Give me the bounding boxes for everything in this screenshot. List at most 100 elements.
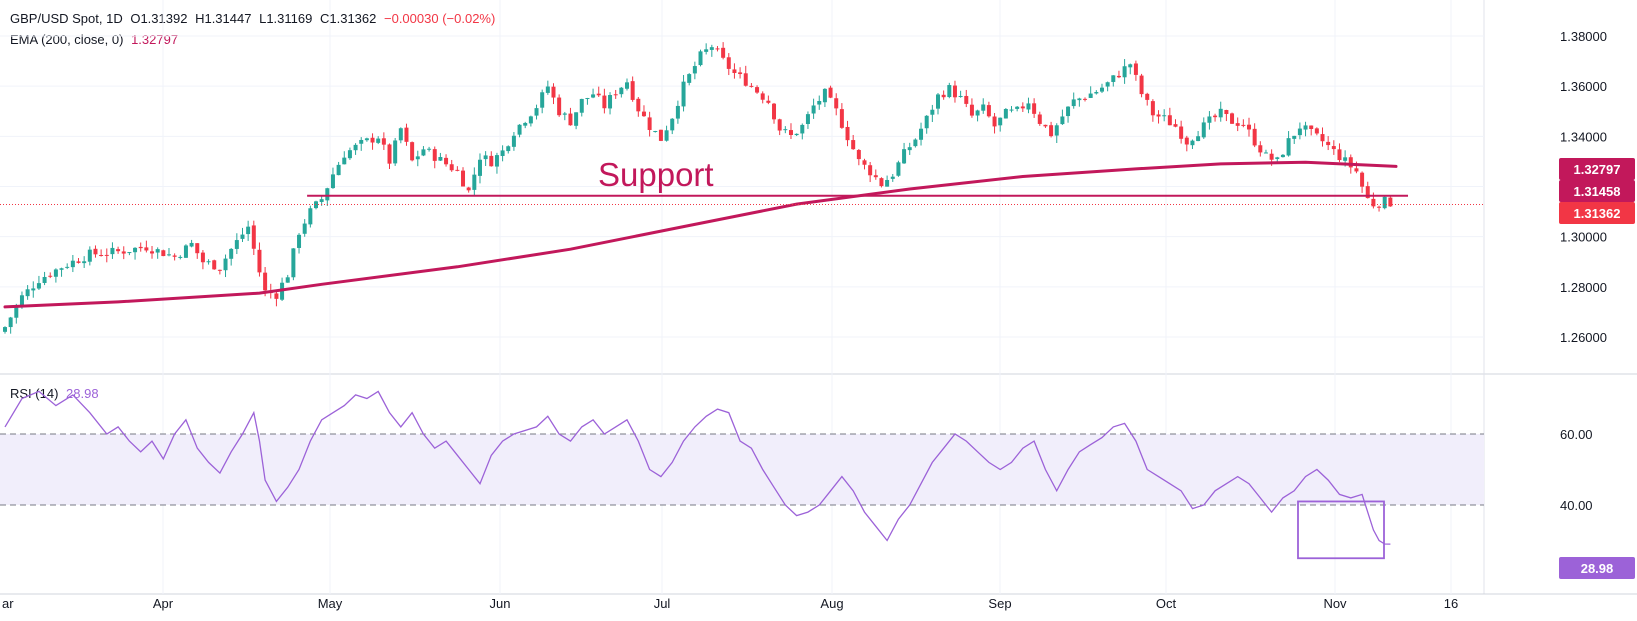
candle-body [398,128,403,141]
candle-body [602,95,607,109]
candle-body [285,277,290,283]
candle-body [1099,87,1104,92]
time-tick-label: Apr [153,596,174,611]
candle-body [178,256,183,258]
candle-body [851,140,856,150]
rsi-last-value-label: 28.98 [1581,561,1614,576]
low-value: L1.31169 [259,11,313,26]
candle-body [330,174,335,189]
candle-body [240,234,245,239]
candle-body [1207,116,1212,123]
candle-body [1371,198,1376,207]
candle-body [53,269,58,277]
candle-body [1196,136,1201,142]
symbol-title: GBP/USD Spot, 1D [10,11,123,26]
candle-body [890,176,895,179]
candle-body [1377,206,1382,208]
candle-body [353,144,358,151]
candle-body [528,116,533,124]
candle-body [1156,114,1161,117]
candle-body [998,117,1003,126]
candle-body [568,113,573,126]
candle-body [195,243,200,254]
candle-body [1218,108,1223,118]
candle-body [743,73,748,86]
candle-body [308,208,313,225]
price-tick-label: 1.38000 [1560,29,1607,44]
candle-body [704,49,709,52]
candle-body [1343,157,1348,161]
candle-body [444,157,449,165]
candle-body [347,150,352,159]
price-label-ema: 1.32797 [1574,162,1621,177]
candle-body [862,160,867,165]
candle-body [489,155,494,167]
candle-body [370,137,375,143]
candle-body [359,139,364,144]
candle-body [217,269,222,271]
candle-body [1088,93,1093,98]
candle-body [461,170,466,187]
candle-body [1105,82,1110,87]
price-tick-label: 1.34000 [1560,129,1607,144]
candle-body [834,98,839,109]
candle-body [421,149,426,156]
candle-body [93,248,98,255]
candle-body [393,140,398,164]
candle-body [1303,125,1308,130]
price-label-last: 1.31362 [1574,206,1621,221]
candle-body [732,69,737,74]
candle-body [14,306,19,318]
candle-body [545,86,550,93]
candle-body [206,261,211,263]
candle-body [59,268,64,270]
candle-body [1269,153,1274,160]
change-value: −0.00030 (−0.02%) [384,11,496,26]
candle-body [534,108,539,116]
time-tick-label: Jul [654,596,671,611]
candle-body [36,283,41,289]
candle-body [1360,172,1365,187]
candle-body [1337,149,1342,161]
price-legend: GBP/USD Spot, 1D O1.31392 H1.31447 L1.31… [10,11,499,26]
price-label-box [1559,202,1635,224]
candle-body [873,175,878,178]
candle-body [936,94,940,109]
candle-body [1213,115,1218,118]
price-tick-label: 1.30000 [1560,230,1607,245]
candle-body [1326,141,1331,146]
candle-body [585,98,590,100]
candle-body [1354,168,1359,172]
candle-body [455,169,460,171]
candle-body [234,240,239,249]
candle-body [99,254,104,256]
candle-body [630,81,635,100]
price-label-box [1559,158,1635,180]
candle-body [246,226,251,235]
candle-body [760,93,765,100]
candle-body [70,260,75,268]
candle-body [1054,125,1059,136]
candle-body [65,266,70,268]
candle-body [251,225,256,249]
candle-body [1382,196,1387,209]
candle-body [992,116,997,127]
candle-body [613,94,618,96]
candle-body [664,130,669,141]
candle-body [517,124,522,135]
candle-body [1043,124,1048,127]
candle-body [885,179,890,187]
candle-body [8,317,13,328]
time-tick-label: Jun [490,596,511,611]
candle-body [653,131,658,133]
candle-body [1365,186,1370,199]
candle-body [1275,157,1280,159]
candle-body [31,288,36,291]
rsi-tick-label: 40.00 [1560,498,1593,513]
candle-body [788,130,793,136]
candle-body [483,155,488,160]
candle-body [87,249,92,262]
rsi-line [4,390,1391,545]
candle-body [1060,116,1065,125]
